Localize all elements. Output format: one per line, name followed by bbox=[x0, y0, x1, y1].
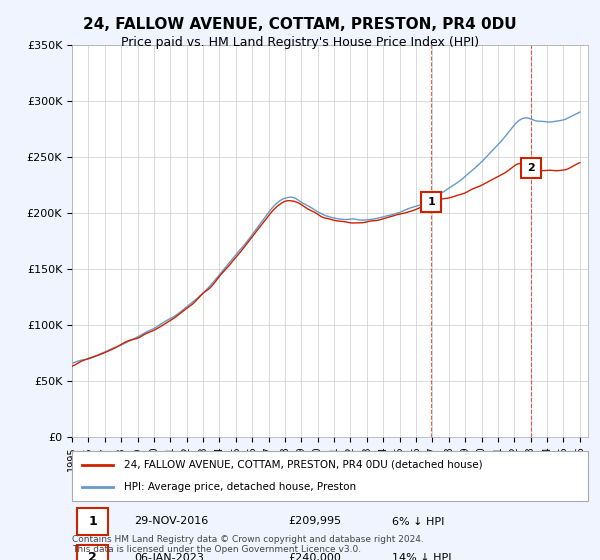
Text: 1: 1 bbox=[88, 515, 97, 528]
Text: 2: 2 bbox=[527, 163, 535, 173]
Text: £209,995: £209,995 bbox=[289, 516, 342, 526]
Text: Contains HM Land Registry data © Crown copyright and database right 2024.
This d: Contains HM Land Registry data © Crown c… bbox=[72, 535, 424, 554]
Text: 24, FALLOW AVENUE, COTTAM, PRESTON, PR4 0DU: 24, FALLOW AVENUE, COTTAM, PRESTON, PR4 … bbox=[83, 17, 517, 32]
Text: 6% ↓ HPI: 6% ↓ HPI bbox=[392, 516, 444, 526]
Text: 2: 2 bbox=[88, 552, 97, 560]
FancyBboxPatch shape bbox=[72, 451, 588, 501]
Text: 29-NOV-2016: 29-NOV-2016 bbox=[134, 516, 208, 526]
Text: £240,000: £240,000 bbox=[289, 553, 341, 560]
Text: Price paid vs. HM Land Registry's House Price Index (HPI): Price paid vs. HM Land Registry's House … bbox=[121, 36, 479, 49]
Text: HPI: Average price, detached house, Preston: HPI: Average price, detached house, Pres… bbox=[124, 482, 356, 492]
Text: 1: 1 bbox=[427, 197, 435, 207]
FancyBboxPatch shape bbox=[77, 508, 108, 535]
Text: 24, FALLOW AVENUE, COTTAM, PRESTON, PR4 0DU (detached house): 24, FALLOW AVENUE, COTTAM, PRESTON, PR4 … bbox=[124, 460, 482, 470]
Text: 14% ↓ HPI: 14% ↓ HPI bbox=[392, 553, 451, 560]
FancyBboxPatch shape bbox=[77, 545, 108, 560]
Text: 06-JAN-2023: 06-JAN-2023 bbox=[134, 553, 204, 560]
